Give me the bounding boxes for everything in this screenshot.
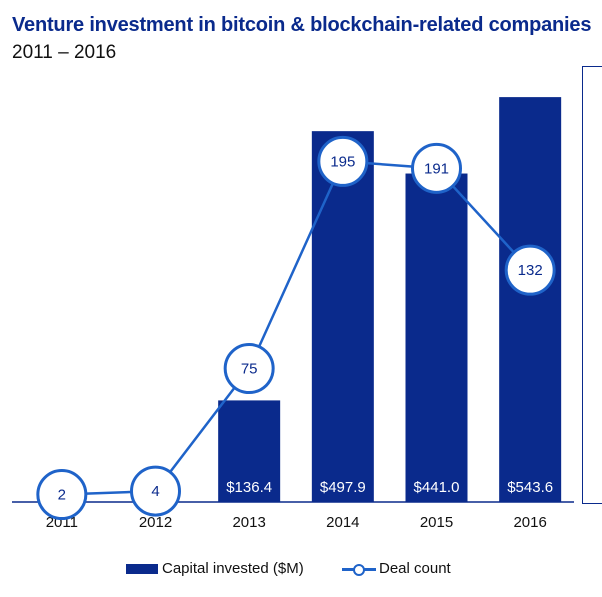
deal-marker-2015 <box>411 142 462 194</box>
deal-label-2015: 191 <box>424 160 449 177</box>
deal-label-2013: 75 <box>241 361 258 378</box>
chart-title: Venture investment in bitcoin & blockcha… <box>12 14 592 36</box>
x-tick-label: 2013 <box>232 514 265 531</box>
legend-item-deals: Deal count <box>342 560 451 577</box>
deal-label-2016: 132 <box>518 262 543 279</box>
legend-swatch-bar <box>126 563 158 574</box>
bar-label-2015: $441.0 <box>414 479 460 496</box>
legend-label-deals: Deal count <box>379 560 451 577</box>
bar-2013 <box>218 400 281 502</box>
deal-marker-2014 <box>317 135 369 187</box>
x-tick-label: 2016 <box>513 514 546 531</box>
legend-item-capital: Capital invested ($M) <box>126 560 304 577</box>
deal-label-2014: 195 <box>330 153 355 170</box>
side-panel <box>582 66 602 504</box>
legend-label-capital: Capital invested ($M) <box>162 560 304 577</box>
bar-2014 <box>311 131 374 503</box>
deal-marker-2012 <box>130 465 181 517</box>
bar-label-2013: $136.4 <box>226 479 272 496</box>
chart-subtitle: 2011 – 2016 <box>12 42 117 63</box>
deal-label-2011: 2 <box>58 487 66 504</box>
deal-marker-2016 <box>504 244 556 296</box>
bar-2015 <box>405 173 468 502</box>
legend-swatch-line <box>342 563 376 576</box>
bar-label-2016: $543.6 <box>507 479 553 496</box>
x-tick-label: 2012 <box>139 514 172 531</box>
x-tick-label: 2014 <box>326 514 359 531</box>
bar-2016 <box>499 97 562 502</box>
bar-label-2014: $497.9 <box>320 479 366 496</box>
deal-label-2012: 4 <box>151 483 159 500</box>
deal-marker-2013 <box>223 343 275 395</box>
legend: Capital invested ($M) Deal count <box>0 560 602 584</box>
x-tick-label: 2015 <box>420 514 453 531</box>
deal-marker-2011 <box>36 469 88 521</box>
